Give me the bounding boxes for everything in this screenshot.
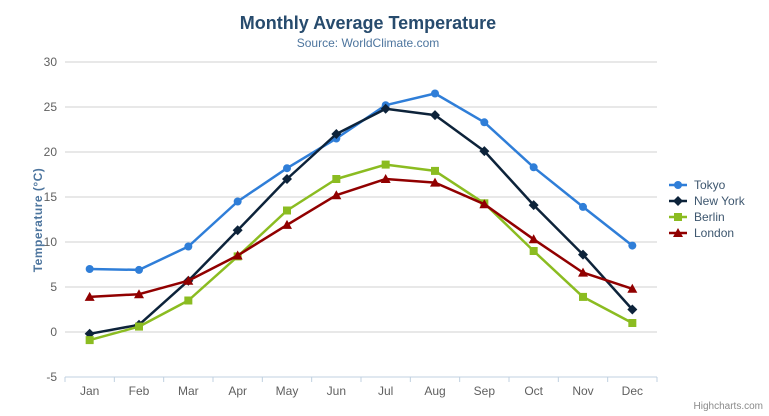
data-point-london-feb[interactable] xyxy=(134,289,144,299)
y-axis-label: 20 xyxy=(44,145,58,159)
chart-title: Monthly Average Temperature xyxy=(239,13,497,33)
x-axis-label: Sep xyxy=(474,384,496,398)
data-point-new-york-sep[interactable] xyxy=(479,146,490,157)
data-point-london-nov[interactable] xyxy=(578,267,588,277)
x-axis-label: Jul xyxy=(378,384,393,398)
data-point-london-oct[interactable] xyxy=(528,234,539,244)
data-point-tokyo-may[interactable] xyxy=(283,164,291,173)
chart-subtitle: Source: WorldClimate.com xyxy=(296,36,440,50)
series-line-london xyxy=(88,177,634,299)
data-point-london-jul[interactable] xyxy=(380,174,391,183)
data-point-berlin-feb[interactable] xyxy=(135,322,143,331)
data-point-berlin-mar[interactable] xyxy=(184,296,193,305)
data-point-london-mar[interactable] xyxy=(183,275,194,285)
data-point-new-york-nov[interactable] xyxy=(578,249,588,260)
data-point-new-york-jun[interactable] xyxy=(331,129,342,139)
legend-item-berlin[interactable]: Berlin xyxy=(669,209,745,225)
data-point-london-aug[interactable] xyxy=(430,177,440,187)
x-axis-label: May xyxy=(276,384,299,398)
legend-item-label: New York xyxy=(694,194,745,208)
data-point-london-dec[interactable] xyxy=(627,283,638,293)
x-axis-label: Nov xyxy=(572,384,593,398)
data-point-london-apr[interactable] xyxy=(232,250,243,260)
data-point-london-jun[interactable] xyxy=(331,190,342,200)
data-point-berlin-dec[interactable] xyxy=(628,319,637,327)
square-marker-icon xyxy=(669,213,687,221)
data-point-new-york-oct[interactable] xyxy=(528,200,539,211)
legend-item-tokyo[interactable]: Tokyo xyxy=(669,177,745,193)
data-point-london-jan[interactable] xyxy=(84,291,95,301)
series-line-tokyo xyxy=(88,92,634,272)
legend-item-london[interactable]: London xyxy=(669,225,745,241)
data-point-new-york-jul[interactable] xyxy=(380,103,391,114)
x-axis-label: Jan xyxy=(80,384,99,398)
data-point-tokyo-aug[interactable] xyxy=(431,89,439,98)
data-point-tokyo-nov[interactable] xyxy=(579,202,587,211)
data-point-new-york-dec[interactable] xyxy=(627,304,638,315)
data-point-berlin-jul[interactable] xyxy=(381,160,390,169)
x-axis-label: Dec xyxy=(622,384,643,398)
y-axis-label: -5 xyxy=(46,370,57,384)
x-axis-label: Jun xyxy=(327,384,346,398)
data-point-tokyo-feb[interactable] xyxy=(135,265,143,274)
series-line-new-york xyxy=(88,107,634,336)
y-axis-label: 30 xyxy=(44,55,58,69)
data-point-new-york-aug[interactable] xyxy=(430,110,440,121)
data-point-berlin-oct[interactable] xyxy=(529,247,538,255)
x-axis-label: Apr xyxy=(228,384,247,398)
y-axis-title: Temperature (°C) xyxy=(31,167,45,273)
x-axis-label: Oct xyxy=(524,384,543,398)
data-point-tokyo-dec[interactable] xyxy=(628,241,637,250)
data-point-tokyo-oct[interactable] xyxy=(529,163,538,172)
data-point-berlin-may[interactable] xyxy=(283,206,291,215)
legend-item-label: Berlin xyxy=(694,210,725,224)
credits-link[interactable]: Highcharts.com xyxy=(693,401,763,412)
data-point-london-may[interactable] xyxy=(282,219,292,229)
data-point-london-sep[interactable] xyxy=(479,199,490,209)
export-menu-button[interactable] xyxy=(732,16,756,38)
diamond-marker-icon xyxy=(669,196,687,206)
x-axis-label: Aug xyxy=(424,384,445,398)
legend-item-label: Tokyo xyxy=(694,178,726,192)
legend-item-label: London xyxy=(694,226,735,240)
data-point-berlin-jan[interactable] xyxy=(85,336,94,345)
y-axis-label: 10 xyxy=(44,235,58,249)
data-point-new-york-may[interactable] xyxy=(282,174,292,184)
data-point-tokyo-apr[interactable] xyxy=(233,197,242,206)
y-axis-label: 5 xyxy=(50,280,57,294)
data-point-tokyo-jan[interactable] xyxy=(85,265,94,273)
y-axis-label: 0 xyxy=(50,325,57,339)
data-point-tokyo-mar[interactable] xyxy=(184,242,193,251)
data-point-berlin-jun[interactable] xyxy=(332,175,341,183)
data-point-berlin-aug[interactable] xyxy=(431,166,439,175)
series-line-berlin xyxy=(88,163,634,342)
circle-marker-icon xyxy=(669,181,687,189)
legend-item-new-york[interactable]: New York xyxy=(669,193,745,209)
y-axis-label: 15 xyxy=(44,190,58,204)
x-axis-label: Feb xyxy=(129,384,150,398)
legend: Tokyo New York Berlin London xyxy=(669,177,745,241)
y-axis-label: 25 xyxy=(44,100,58,114)
x-axis-label: Mar xyxy=(178,384,199,398)
data-point-new-york-apr[interactable] xyxy=(232,225,243,236)
data-point-tokyo-sep[interactable] xyxy=(480,118,489,127)
triangle-marker-icon xyxy=(669,228,687,237)
data-point-berlin-nov[interactable] xyxy=(579,292,587,301)
